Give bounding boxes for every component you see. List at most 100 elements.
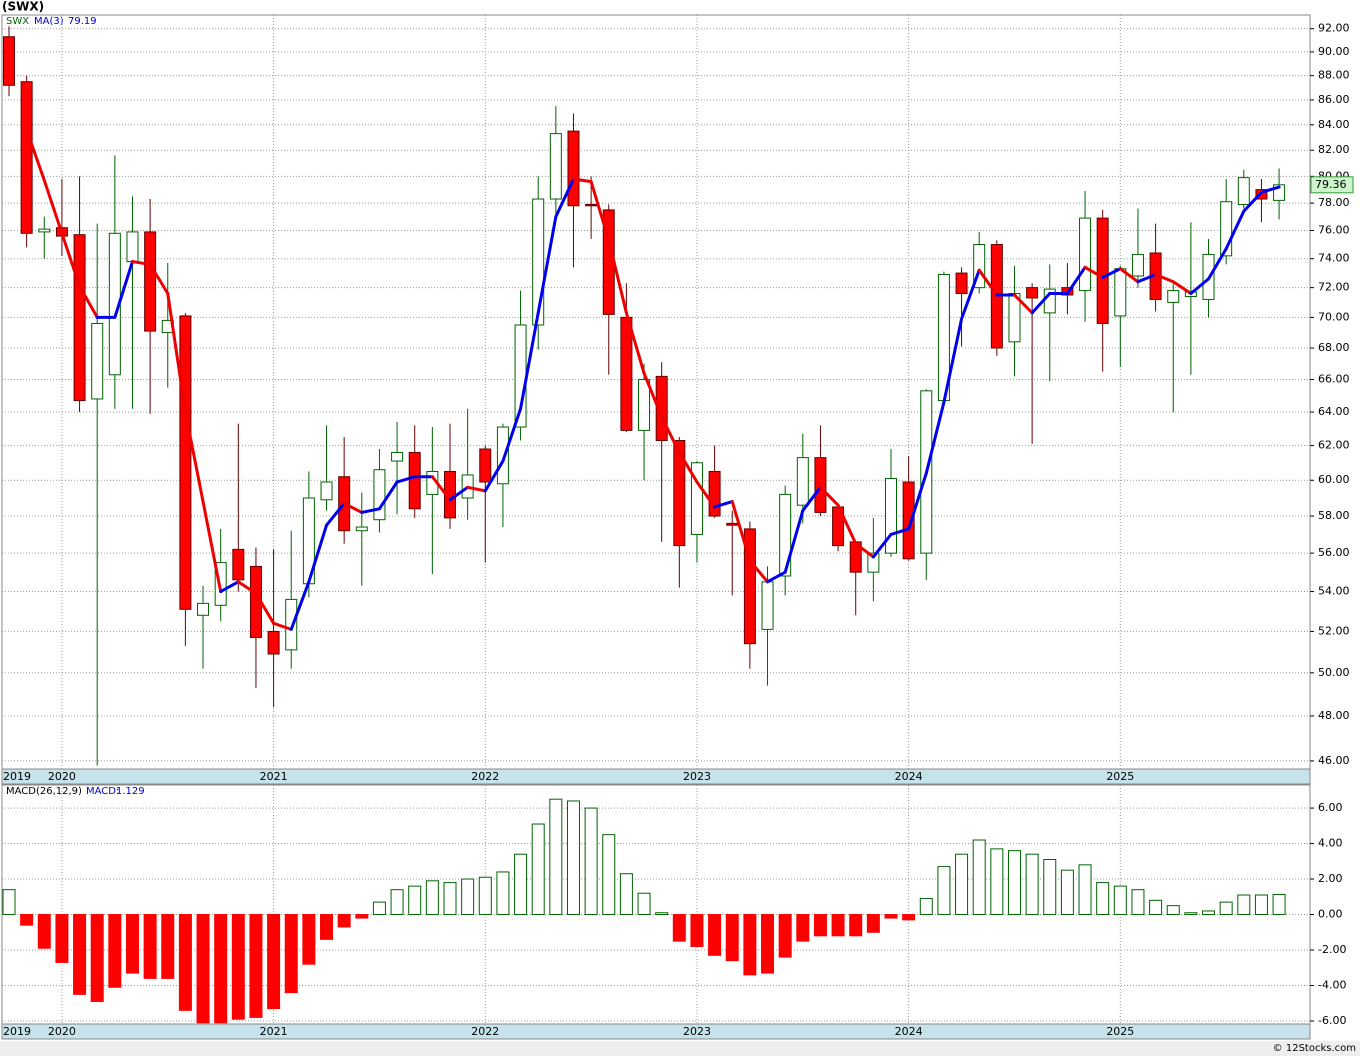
- macd-bar: [761, 914, 775, 974]
- macd-date-strip: [1, 1023, 1311, 1040]
- y-tick-label: 66.00: [1318, 373, 1350, 386]
- y-tick-label: 90.00: [1318, 45, 1350, 58]
- macd-bar: [1007, 850, 1021, 916]
- macd-bar: [372, 901, 386, 916]
- ma-segment: [660, 415, 681, 454]
- ma-segment: [607, 238, 628, 315]
- ma-segment: [783, 509, 805, 574]
- macd-bar: [884, 914, 898, 919]
- y-tick-label: 68.00: [1318, 341, 1350, 354]
- ma-segment: [1259, 185, 1281, 194]
- x-tick-label: 2023: [683, 770, 711, 783]
- candle-body: [902, 481, 915, 560]
- macd-legend-value: 1.129: [116, 786, 145, 797]
- macd-bar: [231, 914, 245, 1020]
- macd-bar: [972, 839, 986, 916]
- macd-bar: [214, 914, 228, 1024]
- macd-bar: [37, 914, 51, 949]
- ma-segment: [977, 268, 999, 297]
- candle-body: [885, 477, 897, 554]
- macd-bar: [514, 853, 528, 916]
- candle-body: [3, 36, 15, 86]
- candle-body: [814, 457, 827, 513]
- x-tick-label: 2021: [260, 1025, 288, 1038]
- y-tick-label: -4.00: [1318, 978, 1346, 991]
- ma-segment: [1083, 265, 1105, 279]
- macd-bar: [831, 914, 845, 937]
- y-tick-label: 0.00: [1318, 908, 1343, 921]
- y-tick-label: 4.00: [1318, 837, 1343, 850]
- ma-segment: [466, 485, 487, 493]
- macd-bar: [902, 914, 916, 921]
- macd-bar: [425, 880, 439, 916]
- ma-segment: [1012, 293, 1034, 315]
- ma-segment: [695, 480, 717, 509]
- y-tick-label: 84.00: [1318, 118, 1350, 131]
- ma-segment: [325, 501, 346, 527]
- macd-bar: [1166, 905, 1180, 916]
- macd-bar: [1237, 894, 1251, 916]
- y-tick-label: 76.00: [1318, 224, 1350, 237]
- candle-body: [1273, 184, 1286, 201]
- price-date-strip: [1, 768, 1311, 785]
- ma-segment: [942, 317, 964, 404]
- macd-bar: [619, 873, 633, 916]
- candle-body: [197, 602, 210, 616]
- macd-bar: [249, 914, 263, 1018]
- macd-bar: [1060, 869, 1074, 916]
- candle-body: [955, 272, 968, 295]
- candle-body: [1079, 217, 1092, 292]
- footer-bar: [0, 1041, 1360, 1056]
- ma-segment: [236, 580, 258, 596]
- x-tick-label: 2020: [48, 770, 76, 783]
- candle-body: [655, 375, 668, 442]
- y-tick-label: 52.00: [1318, 624, 1350, 637]
- candle-body: [796, 457, 809, 506]
- ma-segment: [377, 480, 399, 511]
- macd-bar: [408, 885, 422, 916]
- ma-segment: [836, 503, 858, 546]
- ma-segment: [1207, 247, 1228, 281]
- ma-segment: [113, 260, 134, 319]
- y-tick-label: 54.00: [1318, 585, 1350, 598]
- macd-bar: [461, 878, 475, 916]
- macd-title: MACD(26,12,9): [6, 786, 82, 797]
- ma-segment: [148, 262, 170, 296]
- ma-segment: [1136, 273, 1158, 284]
- last-price-box: [1310, 176, 1354, 194]
- macd-bar: [584, 807, 598, 916]
- macd-bar: [1096, 882, 1110, 916]
- ma-segment: [818, 485, 840, 507]
- macd-bar: [496, 871, 510, 916]
- macd-bar: [955, 853, 969, 916]
- candle-body: [690, 462, 703, 535]
- x-tick-label: 2023: [683, 1025, 711, 1038]
- macd-bar: [20, 914, 34, 926]
- ma-segment: [589, 180, 611, 242]
- ma-segment: [342, 501, 364, 514]
- ma-segment: [924, 400, 946, 475]
- ma-segment: [1189, 277, 1211, 296]
- macd-bar: [743, 914, 757, 976]
- candle-body: [479, 448, 492, 483]
- candle-body: [1096, 217, 1109, 324]
- ma-segment: [1242, 190, 1263, 213]
- ma-segment: [254, 592, 276, 625]
- macd-bar: [1043, 859, 1057, 916]
- y-tick-label: 48.00: [1318, 709, 1350, 722]
- last-price: 79.36: [1315, 178, 1347, 191]
- ma-segment: [554, 177, 575, 219]
- macd-bar: [1078, 864, 1092, 916]
- macd-bar: [919, 898, 933, 916]
- candle-body: [38, 228, 51, 233]
- y-tick-label: 82.00: [1318, 143, 1350, 156]
- macd-bar: [108, 914, 122, 988]
- y-tick-label: 70.00: [1318, 310, 1350, 323]
- ma-segment: [395, 475, 417, 484]
- macd-bar: [1113, 885, 1127, 916]
- x-tick-label: 2020: [48, 1025, 76, 1038]
- y-tick-label: 88.00: [1318, 69, 1350, 82]
- candle-body: [126, 231, 139, 263]
- macd-bar: [637, 892, 651, 916]
- candle-body: [179, 315, 192, 610]
